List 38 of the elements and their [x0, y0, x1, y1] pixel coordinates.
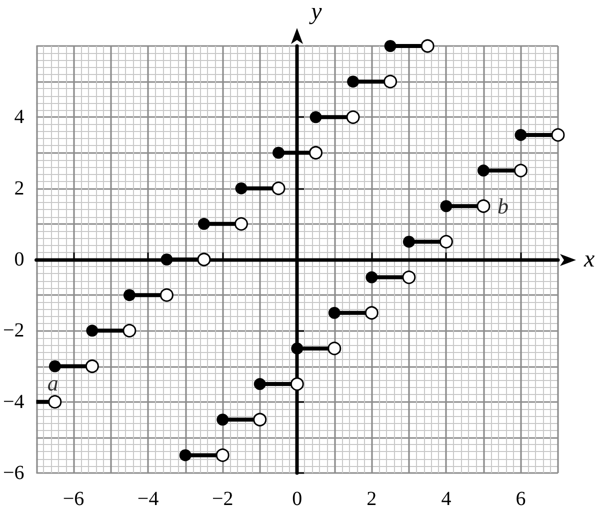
point: [402, 236, 415, 248]
x-tick-label: −2: [212, 488, 234, 509]
x-tick-label: −6: [62, 488, 84, 509]
y-tick-label: 2: [14, 177, 24, 200]
point: [216, 414, 229, 426]
point: [477, 164, 490, 177]
y-tick-label: −2: [3, 320, 24, 342]
x-axis-title: x: [583, 246, 595, 272]
point: [440, 200, 452, 212]
point: [197, 252, 211, 266]
y-tick-label: −6: [3, 462, 24, 484]
y-axis-title: y: [309, 0, 322, 25]
point: [179, 449, 192, 462]
point: [234, 217, 248, 231]
annotation: a: [47, 370, 58, 396]
x-tick-label: 6: [516, 488, 526, 509]
point: [254, 378, 266, 390]
y-tick-label: 4: [14, 106, 24, 128]
y-tick-label: 0: [14, 248, 24, 270]
annotation: b: [497, 194, 508, 219]
point: [272, 182, 286, 196]
point: [291, 342, 304, 354]
point: [514, 128, 527, 141]
x-tick-label: −4: [137, 488, 159, 509]
y-tick-label: −4: [3, 390, 24, 413]
point: [122, 324, 136, 338]
point: [366, 271, 378, 284]
x-tick-label: 2: [366, 488, 377, 509]
point: [420, 39, 434, 53]
point: [384, 74, 398, 88]
point: [309, 146, 323, 160]
x-tick-label: 4: [441, 488, 452, 509]
point: [48, 395, 62, 409]
point: [85, 360, 99, 373]
point: [346, 110, 360, 124]
point: [328, 306, 340, 319]
point: [160, 288, 174, 302]
x-tick-label: 0: [292, 488, 302, 509]
